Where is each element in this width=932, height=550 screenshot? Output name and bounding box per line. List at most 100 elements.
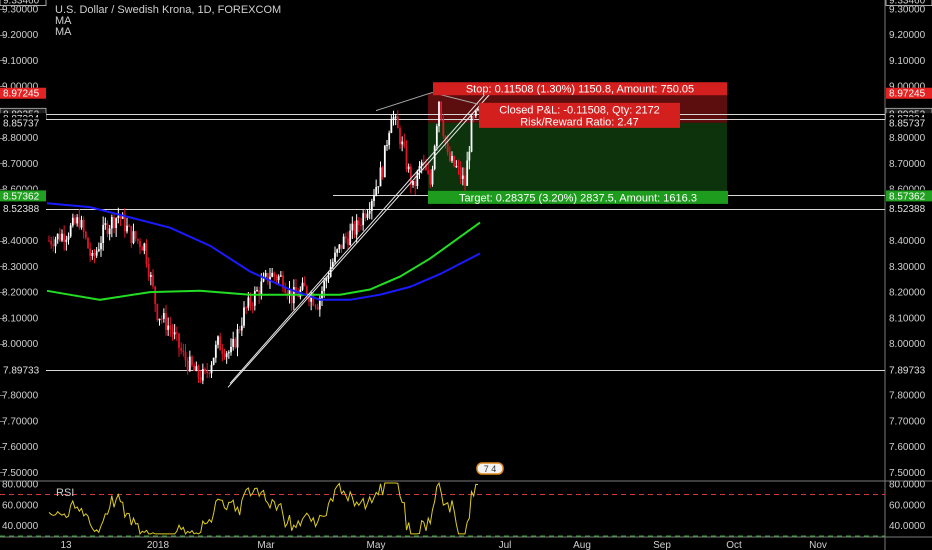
candle-body [360,224,362,226]
time-axis-label: Nov [809,540,827,550]
candle-body [388,132,391,146]
candle-body [457,166,460,168]
pnl-label-text: Closed P&L: -0.11508, Qty: 2172 [499,104,660,116]
candle-body [106,223,109,235]
candle-body [368,210,371,214]
candle-body [340,244,343,249]
candle-body [82,219,85,232]
price-badge: 8.52388 [886,203,932,215]
candle-body [334,252,336,263]
candle-body [362,213,365,226]
candle-body [236,329,239,348]
price-badge-text: 9.33460 [3,0,40,7]
candle-body [171,328,174,335]
candle-body [78,217,81,228]
price-badge: 8.57362 [886,190,932,202]
candle-body [277,276,280,281]
candle-body [217,336,219,345]
price-tick-label: 8.20000 [889,288,926,299]
price-tick-label: 7.70000 [889,416,926,427]
time-axis-label: 2018 [147,540,170,550]
price-tick-label-left: 7.80000 [2,391,39,402]
candle-body [327,276,330,279]
candle-body [128,225,131,227]
time-axis-label: Oct [726,540,742,550]
candle-body [431,169,434,185]
candle-body [290,289,293,304]
candle-body [453,155,456,167]
ma-fast-line [46,202,481,301]
event-badge-text: 7 4 [484,464,497,474]
candle-body [442,119,445,136]
price-tick-label: 8.00000 [889,339,926,350]
event-badge: 7 4 [476,462,504,475]
ma-indicator-label[interactable]: MA [55,26,72,38]
candle-body [243,307,245,326]
candle-body [208,372,211,374]
candle-body [461,175,464,179]
candle-body [230,346,232,353]
price-tick-label: 8.30000 [889,262,926,273]
candle-body [383,145,386,178]
price-badge-bg [886,87,932,99]
pnl-label-bg [479,102,680,128]
candle-body [448,152,451,161]
candle-body [167,325,170,330]
candle-body [126,225,128,232]
candle-body [240,325,243,331]
candle-body [438,101,440,127]
chart-title: U.S. Dollar / Swedish Krona, 1D, FOREXCO… [55,4,282,16]
candle-body [325,278,328,282]
price-tick-label-left: 8.00000 [2,339,39,350]
candle-body [158,318,161,321]
candle-body [48,240,50,242]
candle-body [145,243,148,264]
candle-body [197,366,200,378]
candle-body [336,249,339,253]
time-axis-label: Mar [257,540,275,550]
price-badge-left: 8.52388 [0,203,46,215]
ma-indicator-label[interactable]: MA [55,15,72,27]
candle-body [182,350,185,352]
candle-body [455,166,458,168]
rsi-tick-label: 60.0000 [889,500,926,511]
candle-body [414,180,417,187]
candle-body [93,252,96,256]
price-tick-label: 8.40000 [889,236,926,247]
price-badge: 9.33460 [885,0,932,7]
candle-body [260,281,263,296]
candle-body [379,167,382,187]
candle-body [201,369,204,381]
event-badge-bg [476,462,504,475]
rsi-tick-label-left: 40.0000 [2,521,39,532]
candle-body [440,101,443,120]
candle-body [403,141,406,147]
candle-body [104,223,107,225]
time-axis-label: May [367,540,386,550]
candle-body [446,143,449,153]
candle-body [227,352,230,354]
candle-body [425,164,427,171]
candle-body [100,243,102,250]
candle-body [214,344,217,358]
candle-body [273,272,276,277]
price-badge-text: 8.57362 [889,191,926,202]
candle-body [184,351,187,361]
candle-body [357,220,360,225]
price-badge-left: 8.97245 [0,87,46,100]
candle-body [102,224,105,244]
price-tick-label-left: 9.30000 [2,4,39,15]
candle-body [204,369,206,372]
candle-body [223,353,226,358]
price-tick-label: 8.70000 [889,159,926,170]
rsi-title[interactable]: RSI [56,487,75,499]
time-axis-label: Sep [653,540,671,550]
candle-body [459,167,462,179]
price-badge: 8.97245 [886,87,932,100]
ma-slow-line [46,221,481,301]
price-tick-label: 7.50000 [889,468,926,479]
price-tick-label-left: 8.70000 [2,159,39,170]
candle-body [50,240,53,245]
price-badge: 7.89733 [886,364,932,376]
